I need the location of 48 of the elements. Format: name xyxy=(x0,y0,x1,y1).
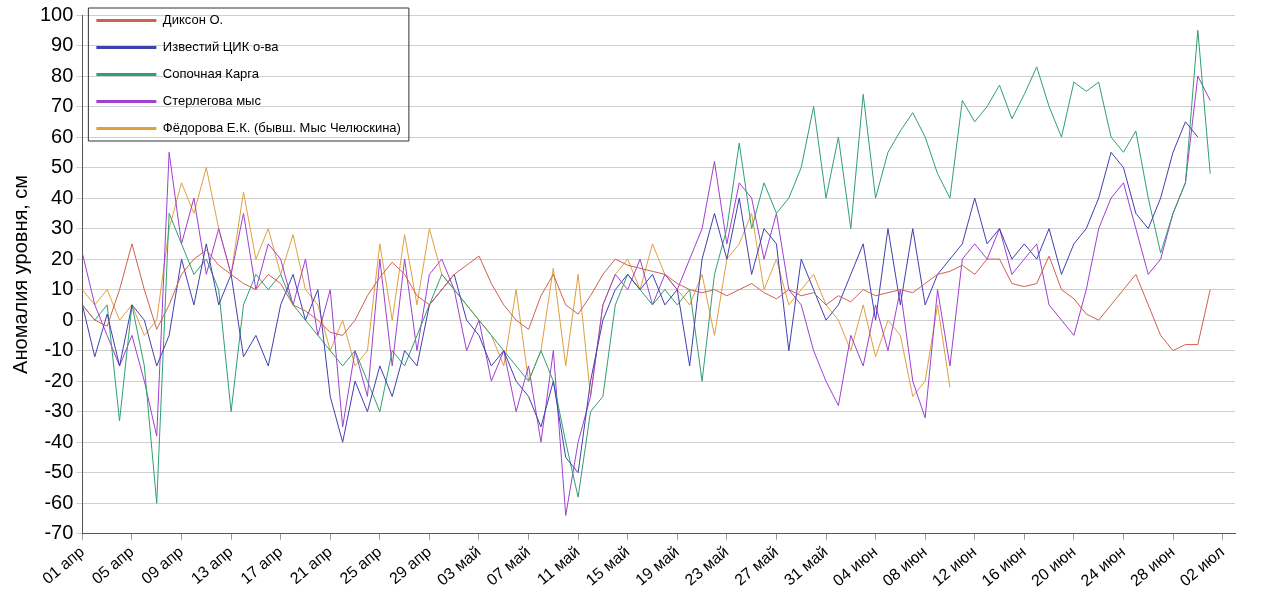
x-tick-label: 25 апр xyxy=(336,542,385,588)
x-tick-label: 09 апр xyxy=(138,542,187,588)
x-tick-label: 20 июн xyxy=(1027,542,1079,590)
x-tick-label: 31 май xyxy=(780,542,831,589)
x-tick-label: 02 июл xyxy=(1176,542,1228,590)
y-tick-label: 40 xyxy=(51,185,74,208)
x-tick-label: 27 май xyxy=(731,542,782,589)
x-tick-label: 07 май xyxy=(483,542,534,589)
y-tick-label: 60 xyxy=(51,124,74,147)
y-tick-label: 50 xyxy=(51,155,74,178)
x-tick-label: 03 май xyxy=(433,542,484,589)
y-tick-label: -10 xyxy=(44,338,74,361)
x-tick-label: 08 июн xyxy=(879,542,930,590)
x-tick-label: 15 май xyxy=(582,542,633,589)
y-tick-label: 10 xyxy=(51,277,74,300)
x-tick-label: 05 апр xyxy=(88,542,137,588)
x-tick-label: 24 июн xyxy=(1077,542,1129,590)
x-tick-label: 19 май xyxy=(632,542,683,589)
x-tick-label: 21 апр xyxy=(286,542,336,588)
x-tick-label: 16 июн xyxy=(978,542,1030,590)
legend-label: Стерлегова мыс xyxy=(162,93,262,109)
x-tick-label: 23 май xyxy=(681,542,732,589)
legend-label: Известий ЦИК о-ва xyxy=(162,39,280,55)
y-tick-label: 20 xyxy=(51,246,74,269)
x-tick-label: 29 апр xyxy=(385,542,435,588)
x-tick-label: 28 июн xyxy=(1127,542,1178,590)
legend-label: Диксон О. xyxy=(162,12,224,28)
x-tick-label: 12 июн xyxy=(928,542,980,590)
y-tick-label: 0 xyxy=(62,307,74,330)
x-tick-label: 01 апр xyxy=(38,542,88,588)
y-tick-label: 90 xyxy=(51,33,74,56)
legend-label: Сопочная Карга xyxy=(162,66,260,82)
x-tick-label: 13 апр xyxy=(187,542,236,588)
legend-label: Фёдорова Е.К. (бывш. Мыс Челюскина) xyxy=(162,120,401,136)
y-tick-label: 80 xyxy=(51,63,74,86)
y-tick-label: -20 xyxy=(44,368,74,391)
y-tick-label: 70 xyxy=(51,94,74,117)
y-tick-label: -50 xyxy=(44,460,74,483)
y-tick-label: -60 xyxy=(44,490,74,513)
y-axis-title: Аномалия уровня, см xyxy=(8,174,31,374)
y-tick-label: 100 xyxy=(39,2,74,25)
x-tick-label: 04 июн xyxy=(829,542,881,590)
y-tick-label: -70 xyxy=(44,521,74,544)
x-tick-label: 11 май xyxy=(533,542,583,588)
y-tick-label: -30 xyxy=(44,399,74,422)
y-tick-label: 30 xyxy=(51,216,74,239)
y-tick-label: -40 xyxy=(44,429,74,452)
x-tick-label: 17 апр xyxy=(237,542,286,588)
